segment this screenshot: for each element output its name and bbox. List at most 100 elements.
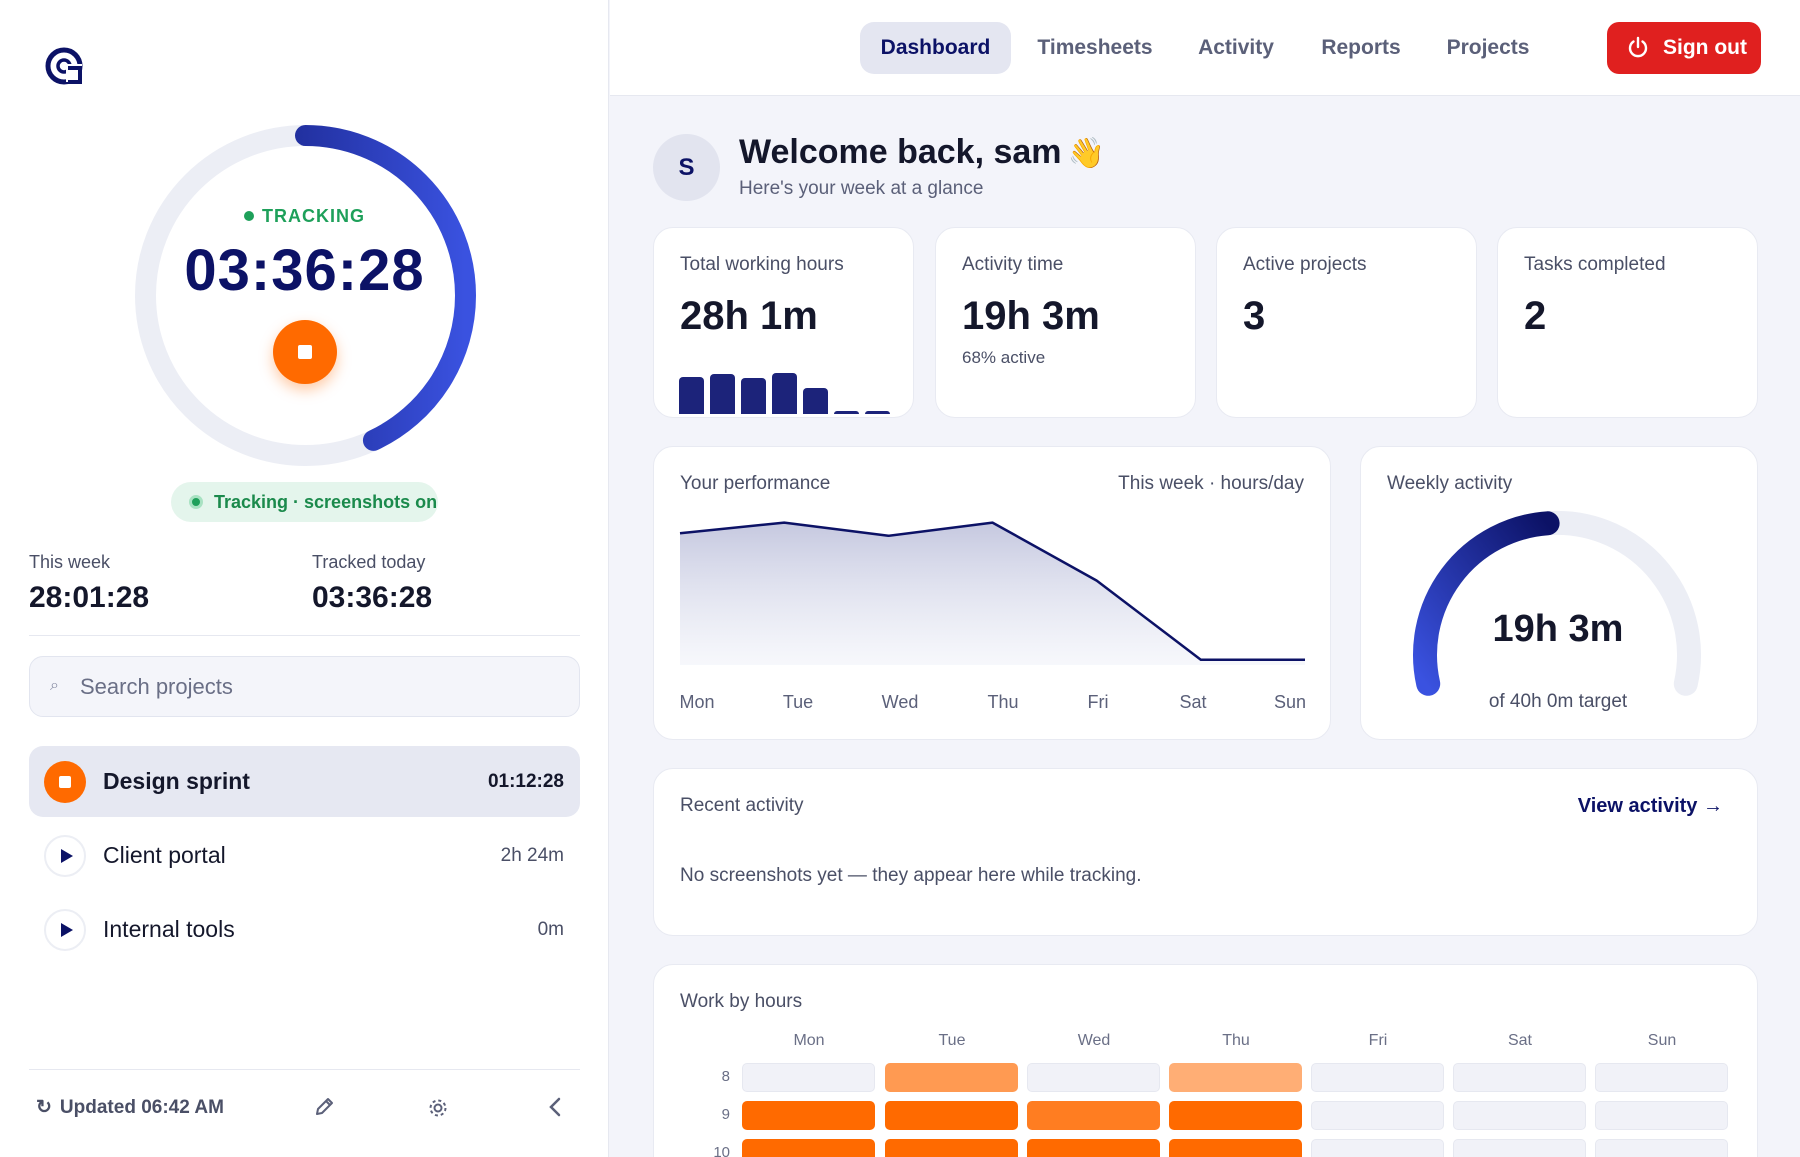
heatmap-cell[interactable] (1453, 1063, 1586, 1092)
stop-timer-button[interactable] (273, 320, 337, 384)
card-title: Tasks completed (1524, 254, 1666, 275)
refresh-button[interactable]: ↻ Updated 06:42 AM (36, 1096, 224, 1119)
heatmap-cell[interactable] (1027, 1101, 1160, 1130)
play-icon (61, 923, 73, 937)
project-item-design-sprint[interactable]: Design sprint 01:12:28 (29, 746, 580, 817)
project-item-client-portal[interactable]: Client portal 2h 24m (29, 820, 580, 891)
heatmap-cell[interactable] (1311, 1139, 1444, 1157)
heatmap-day-label: Tue (938, 1032, 966, 1049)
heatmap-cell[interactable] (1311, 1063, 1444, 1092)
heatmap-hour-label: 10 (713, 1144, 730, 1157)
heatmap-cell[interactable] (1453, 1139, 1586, 1157)
heatmap-cell[interactable] (1595, 1139, 1728, 1157)
project-name: Internal tools (103, 916, 235, 942)
project-time: 01:12:28 (487, 771, 564, 792)
refresh-icon: ↻ (36, 1097, 52, 1118)
chart-period-label: This week · hours/day (1118, 473, 1304, 494)
x-axis-tick-label: Sun (1273, 692, 1307, 712)
chevron-left-icon[interactable] (547, 1096, 563, 1118)
top-nav (610, 0, 1800, 96)
heatmap-cell[interactable] (1453, 1101, 1586, 1130)
tab-timesheets[interactable]: Timesheets (1037, 36, 1153, 59)
tab-activity[interactable]: Activity (1198, 36, 1274, 59)
pencil-icon[interactable] (313, 1096, 335, 1118)
heatmap-day-label: Sun (1647, 1032, 1677, 1049)
project-item-internal-tools[interactable]: Internal tools 0m (29, 894, 580, 965)
heatmap-cell[interactable] (885, 1063, 1018, 1092)
gauge-target-label: of 40h 0m target (1488, 691, 1628, 712)
mini-bar (772, 373, 797, 414)
heatmap-cell[interactable] (742, 1101, 875, 1130)
avatar[interactable]: S (653, 134, 720, 201)
tracking-pill-text: Tracking · screenshots on (214, 492, 438, 512)
sign-out-button[interactable]: Sign out (1607, 22, 1761, 74)
stop-icon (59, 776, 71, 788)
stop-icon (298, 345, 312, 359)
play-project-button[interactable] (44, 835, 86, 877)
view-activity-link[interactable]: View activity → (1577, 795, 1723, 817)
stat-value: 28:01:28 (29, 581, 150, 614)
play-icon (61, 849, 73, 863)
mini-bar (710, 373, 735, 414)
x-axis-tick-label: Mon (679, 692, 715, 712)
heatmap-cell[interactable] (742, 1139, 875, 1157)
divider (29, 635, 580, 636)
heatmap-cell[interactable] (885, 1139, 1018, 1157)
project-time: 2h 24m (500, 845, 564, 866)
recent-activity-card: Recent activity View activity → No scree… (653, 768, 1758, 936)
heatmap-day-label: Thu (1222, 1032, 1250, 1049)
tracking-pill: Tracking · screenshots on (171, 482, 438, 522)
tab-dashboard[interactable]: Dashboard (860, 22, 1011, 74)
play-project-button[interactable] (44, 909, 86, 951)
heatmap-cell[interactable] (1027, 1063, 1160, 1092)
app-logo-icon (45, 47, 83, 85)
heatmap-cell[interactable] (1595, 1101, 1728, 1130)
heatmap-day-label: Mon (793, 1032, 825, 1049)
card-title: Your performance (680, 473, 831, 494)
this-week-stat: This week 28:01:28 (29, 552, 149, 615)
card-value: 19h 3m (962, 294, 1100, 338)
x-axis-tick-label: Wed (881, 692, 919, 712)
search-icon: ⌕ (50, 677, 59, 694)
gear-icon[interactable] (427, 1097, 449, 1119)
heatmap-cell[interactable] (1311, 1101, 1444, 1130)
wave-emoji: 👋 (1067, 137, 1105, 170)
x-axis-tick-label: Sat (1179, 692, 1207, 712)
heatmap-cell[interactable] (1169, 1139, 1302, 1157)
search-input[interactable] (80, 657, 560, 716)
mini-bar (679, 377, 704, 414)
card-title: Work by hours (680, 991, 803, 1012)
mini-bar-chart (679, 346, 899, 414)
sidebar: TRACKING 03:36:28 Tracking · screenshots… (0, 0, 609, 1157)
card-title: Weekly activity (1387, 473, 1513, 494)
card-value: 2 (1524, 294, 1547, 338)
stat-value: 03:36:28 (312, 581, 433, 614)
heatmap-cell[interactable] (1169, 1101, 1302, 1130)
timer-display: 03:36:28 (184, 238, 425, 303)
mini-bar (803, 388, 828, 414)
stop-project-button[interactable] (44, 761, 86, 803)
project-search: ⌕ (29, 656, 580, 717)
card-subtext: 68% active (962, 348, 1046, 367)
page-subtitle: Here's your week at a glance (739, 178, 984, 199)
page-title: Welcome back, sam 👋 (739, 133, 1105, 172)
heatmap-cell[interactable] (1027, 1139, 1160, 1157)
heatmap-cell[interactable] (742, 1063, 875, 1092)
project-name: Client portal (103, 842, 226, 868)
card-title: Active projects (1243, 254, 1367, 275)
card-value: 28h 1m (680, 294, 818, 338)
heatmap-cell[interactable] (1169, 1063, 1302, 1092)
tracked-today-stat: Tracked today 03:36:28 (312, 552, 432, 615)
heatmap-cell[interactable] (885, 1101, 1018, 1130)
heatmap-day-label: Sat (1507, 1032, 1532, 1049)
tab-reports[interactable]: Reports (1321, 36, 1401, 59)
heatmap-cell[interactable] (1595, 1063, 1728, 1092)
project-time: 0m (537, 919, 564, 940)
mini-bar (865, 411, 890, 414)
x-axis-tick-label: Tue (782, 692, 814, 712)
tab-projects[interactable]: Projects (1446, 36, 1530, 59)
sign-out-label: Sign out (1663, 36, 1747, 59)
timer-progress-arc (135, 125, 476, 466)
mini-bar (741, 377, 766, 414)
status-dot-icon (244, 211, 254, 221)
